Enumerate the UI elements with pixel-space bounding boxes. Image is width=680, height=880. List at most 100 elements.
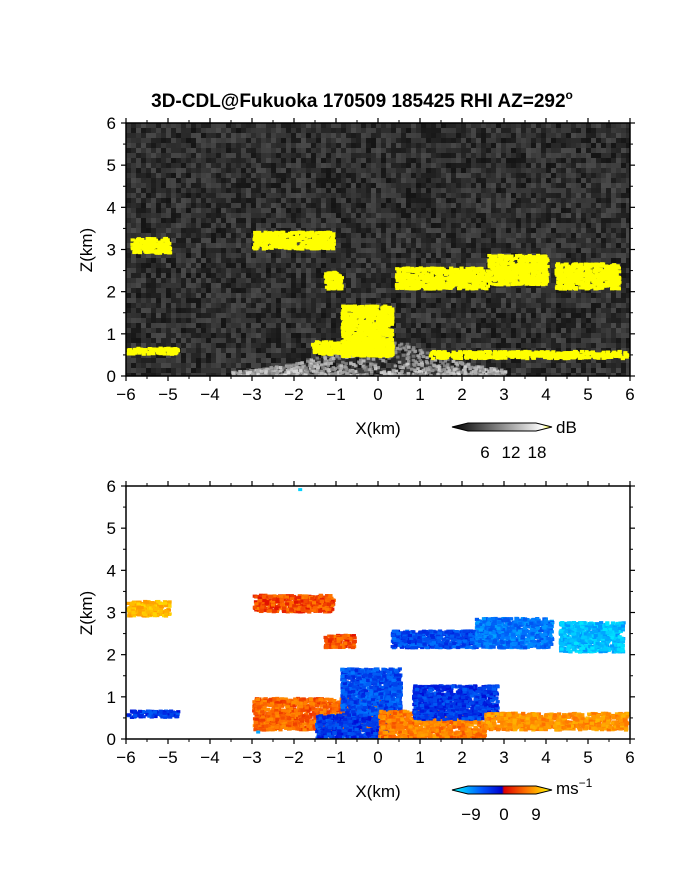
noise-cell [606, 133, 611, 138]
noise-cell [491, 273, 496, 278]
noise-cell [576, 123, 581, 128]
noise-cell [486, 198, 491, 203]
noise-cell [586, 318, 591, 323]
noise-cell [296, 128, 301, 133]
noise-cell [386, 143, 391, 148]
noise-cell [246, 163, 251, 168]
noise-cell [431, 168, 436, 173]
noise-cell [376, 293, 381, 298]
noise-cell [181, 333, 186, 338]
noise-cell [471, 318, 476, 323]
noise-cell [316, 248, 321, 253]
noise-cell [556, 293, 561, 298]
noise-cell [406, 188, 411, 193]
noise-cell [201, 233, 206, 238]
noise-cell [126, 268, 131, 273]
noise-cell [336, 313, 341, 318]
noise-cell [301, 148, 306, 153]
noise-cell [576, 308, 581, 313]
noise-cell [516, 208, 521, 213]
noise-cell [231, 343, 236, 348]
noise-cell [486, 228, 491, 233]
noise-cell [496, 318, 501, 323]
noise-cell [336, 303, 341, 308]
noise-cell [216, 258, 221, 263]
noise-cell [281, 353, 286, 358]
noise-cell [416, 233, 421, 238]
noise-cell [126, 258, 131, 263]
noise-cell [271, 283, 276, 288]
noise-cell [586, 243, 591, 248]
noise-cell [296, 133, 301, 138]
noise-cell [241, 213, 246, 218]
noise-cell [541, 233, 546, 238]
noise-cell [591, 338, 596, 343]
noise-cell [291, 133, 296, 138]
noise-cell [381, 228, 386, 233]
noise-cell [421, 153, 426, 158]
noise-cell [436, 178, 441, 183]
noise-cell [531, 203, 536, 208]
noise-cell [501, 143, 506, 148]
noise-cell [141, 198, 146, 203]
noise-cell [271, 308, 276, 313]
noise-cell [411, 128, 416, 133]
noise-cell [236, 243, 241, 248]
noise-cell [281, 258, 286, 263]
noise-cell [256, 358, 261, 363]
noise-cell [486, 168, 491, 173]
noise-cell [536, 198, 541, 203]
noise-cell [411, 183, 416, 188]
noise-cell [606, 143, 611, 148]
noise-cell [391, 128, 396, 133]
noise-cell [211, 233, 216, 238]
noise-cell [476, 138, 481, 143]
noise-cell [611, 258, 616, 263]
noise-cell [181, 178, 186, 183]
noise-cell [626, 338, 630, 343]
noise-cell [186, 223, 191, 228]
noise-cell [216, 228, 221, 233]
noise-cell [616, 238, 621, 243]
noise-cell [136, 268, 141, 273]
noise-cell [411, 318, 416, 323]
noise-cell [141, 188, 146, 193]
noise-cell [416, 358, 421, 363]
noise-cell [491, 248, 496, 253]
noise-cell [491, 328, 496, 333]
noise-cell [321, 273, 326, 278]
noise-cell [126, 343, 131, 348]
noise-cell [226, 303, 231, 308]
noise-cell [226, 288, 231, 293]
noise-cell [336, 173, 341, 178]
noise-cell [161, 138, 166, 143]
noise-cell [151, 178, 156, 183]
noise-cell [441, 208, 446, 213]
noise-cell [211, 173, 216, 178]
noise-cell [496, 208, 501, 213]
noise-cell [576, 253, 581, 258]
noise-cell [266, 333, 271, 338]
noise-cell [461, 178, 466, 183]
noise-cell [436, 203, 441, 208]
noise-cell [521, 198, 526, 203]
noise-cell [366, 243, 371, 248]
noise-cell [496, 193, 501, 198]
noise-cell [311, 193, 316, 198]
noise-cell [221, 358, 226, 363]
noise-cell [276, 153, 281, 158]
noise-cell [241, 313, 246, 318]
noise-cell [296, 308, 301, 313]
noise-cell [446, 293, 451, 298]
noise-cell [146, 308, 151, 313]
noise-cell [166, 193, 171, 198]
noise-cell [221, 143, 226, 148]
noise-cell [211, 263, 216, 268]
noise-cell [321, 223, 326, 228]
noise-cell [211, 308, 216, 313]
noise-cell [626, 233, 630, 238]
noise-cell [526, 148, 531, 153]
noise-cell [151, 343, 156, 348]
noise-cell [401, 243, 406, 248]
noise-cell [601, 233, 606, 238]
